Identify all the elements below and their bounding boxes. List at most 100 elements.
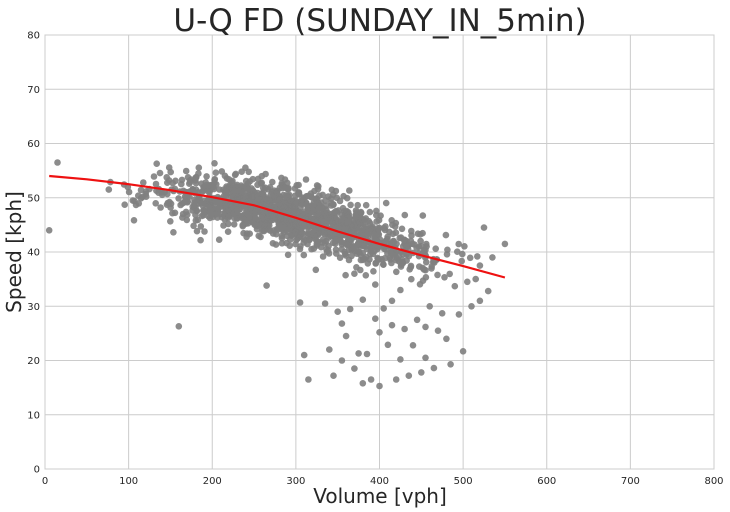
data-point [211, 160, 218, 167]
data-point [287, 223, 295, 231]
y-tick-label: 30 [27, 302, 40, 313]
data-point [251, 221, 258, 228]
data-point [370, 268, 377, 275]
data-point [384, 341, 392, 349]
data-point [276, 184, 284, 192]
data-point [208, 205, 216, 212]
data-point [218, 213, 226, 221]
data-point [195, 164, 203, 171]
data-point [393, 256, 400, 264]
data-point [311, 187, 318, 195]
data-point [376, 236, 384, 243]
data-point [225, 207, 232, 214]
data-point [142, 193, 150, 200]
data-point [241, 204, 249, 212]
data-point [359, 380, 367, 387]
data-point [257, 233, 264, 241]
data-point [384, 250, 391, 257]
y-axis-label: Speed [kph] [2, 191, 26, 313]
data-point [388, 240, 395, 247]
data-point [362, 201, 370, 209]
data-point [391, 223, 399, 230]
data-point [416, 281, 424, 288]
data-point [212, 169, 220, 176]
data-point [333, 236, 341, 243]
data-point [346, 305, 354, 313]
x-tick-label: 500 [454, 476, 473, 487]
data-point [297, 243, 304, 250]
data-point [135, 200, 143, 207]
data-point [372, 315, 379, 323]
data-point [140, 179, 147, 186]
data-point [375, 216, 383, 224]
data-point [423, 243, 430, 250]
x-tick-label: 600 [537, 476, 556, 487]
data-point [415, 243, 423, 250]
data-point [444, 246, 451, 254]
data-point [252, 214, 259, 222]
chart-title: U-Q FD (SUNDAY_IN_5min) [173, 3, 586, 39]
data-point [229, 193, 237, 201]
data-point [389, 230, 397, 238]
data-point [332, 220, 339, 228]
data-point [321, 300, 329, 307]
data-point [330, 372, 337, 380]
data-point [214, 199, 222, 206]
data-point [459, 250, 466, 258]
data-point [316, 192, 323, 199]
data-point [150, 173, 158, 180]
y-tick-label: 70 [27, 85, 40, 96]
data-point [242, 164, 249, 171]
data-point [422, 354, 429, 362]
data-point [356, 219, 363, 226]
data-point [446, 270, 454, 278]
data-point [236, 193, 243, 201]
data-point [284, 228, 292, 236]
data-point [384, 235, 391, 243]
data-point [275, 196, 283, 203]
data-point [360, 242, 368, 250]
data-point [281, 176, 289, 183]
data-point [224, 228, 232, 235]
data-point [169, 209, 176, 217]
data-point [367, 376, 375, 383]
data-point [208, 211, 215, 219]
data-point [312, 266, 320, 274]
data-point [275, 220, 283, 227]
data-point [220, 222, 227, 229]
tick-labels: 0 100 200 300 400 500 600 700 800 0 10 20 30 40 50 60 70… [27, 31, 723, 488]
y-tick-label: 40 [27, 248, 40, 259]
data-point [401, 325, 408, 333]
data-point [137, 186, 145, 194]
data-point [399, 259, 407, 267]
data-point [183, 193, 191, 201]
data-point [468, 303, 475, 310]
data-point [455, 311, 463, 318]
data-point [308, 202, 316, 209]
data-point [484, 287, 492, 295]
data-point [244, 210, 251, 218]
data-point [372, 281, 379, 288]
x-tick-label: 200 [203, 476, 222, 487]
data-point [292, 197, 299, 205]
data-point [308, 245, 315, 253]
data-point [218, 168, 226, 175]
data-point [316, 229, 323, 236]
data-point [476, 262, 484, 269]
data-point [121, 201, 128, 208]
data-point [157, 204, 164, 211]
x-tick-label: 700 [621, 476, 640, 487]
x-tick-label: 0 [42, 476, 48, 487]
data-point [224, 186, 232, 193]
data-point [423, 258, 430, 266]
data-point [351, 365, 358, 372]
data-point [353, 264, 360, 271]
data-point [152, 180, 160, 188]
data-point [282, 192, 290, 199]
data-point [472, 275, 480, 283]
data-point [225, 176, 233, 183]
data-point [243, 183, 250, 191]
data-point [294, 235, 301, 242]
data-point [178, 180, 185, 188]
data-point [197, 223, 205, 230]
